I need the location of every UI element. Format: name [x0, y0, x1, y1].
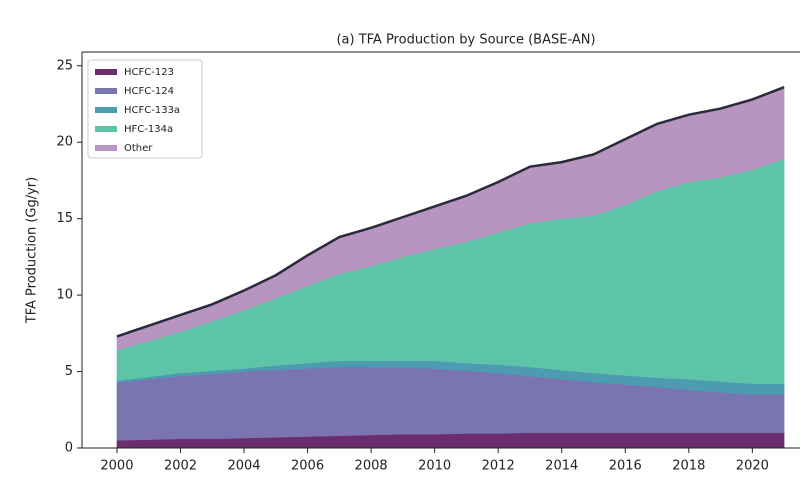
- y-tick-label: 5: [65, 364, 73, 379]
- x-tick-label: 2010: [418, 459, 451, 474]
- legend-label: HCFC-133a: [124, 105, 180, 116]
- legend-label: HCFC-124: [124, 86, 174, 97]
- legend: HCFC-123 HCFC-124 HCFC-133a HFC-134a Other: [87, 59, 203, 159]
- x-tick-label: 2012: [482, 459, 515, 474]
- x-tick-label: 2002: [164, 459, 197, 474]
- x-tick-label: 2004: [227, 459, 260, 474]
- x-tick-label: 2014: [545, 459, 578, 474]
- x-tick-label: 2016: [609, 459, 642, 474]
- legend-label: HCFC-123: [124, 67, 174, 78]
- y-tick-label: 20: [56, 135, 73, 150]
- y-tick-label: 25: [56, 58, 73, 73]
- y-tick-label: 10: [56, 288, 73, 303]
- x-tick-label: 2018: [672, 459, 705, 474]
- area: [116, 158, 785, 385]
- chart-title: (a) TFA Production by Source (BASE-AN): [336, 33, 595, 48]
- y-tick-label: 15: [56, 211, 73, 226]
- y-tick-label: 0: [65, 441, 73, 456]
- x-tick-label: 2008: [355, 459, 388, 474]
- legend-label: HFC-134a: [124, 124, 173, 135]
- legend-label: Other: [124, 143, 153, 154]
- total-outline: [116, 85, 785, 338]
- y-axis-label: TFA Production (Gg/yr): [25, 177, 40, 324]
- x-tick-label: 2006: [291, 459, 324, 474]
- legend-box: [87, 59, 203, 159]
- x-tick-label: 2000: [100, 459, 133, 474]
- x-tick-label: 2020: [736, 459, 769, 474]
